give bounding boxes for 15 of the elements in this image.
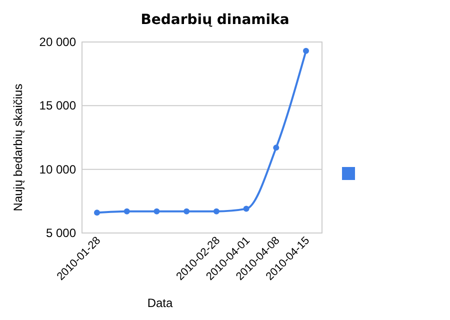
y-tick-label: 5 000 [46,226,76,240]
point [243,206,250,212]
point [213,208,220,214]
point [154,208,160,214]
point [124,208,130,214]
y-tick-label: 10 000 [39,162,76,176]
y-tick-label: 15 000 [39,98,76,113]
chart-title: Bedarbių dinamika [140,12,290,28]
y-tick-label: 20 000 [39,35,76,49]
point [273,144,280,151]
x-axis-title: Data [147,296,173,310]
point [184,208,190,214]
y-axis-title: Naujų bedarbių skaičius [11,84,25,212]
point [94,210,100,216]
point [303,48,309,54]
